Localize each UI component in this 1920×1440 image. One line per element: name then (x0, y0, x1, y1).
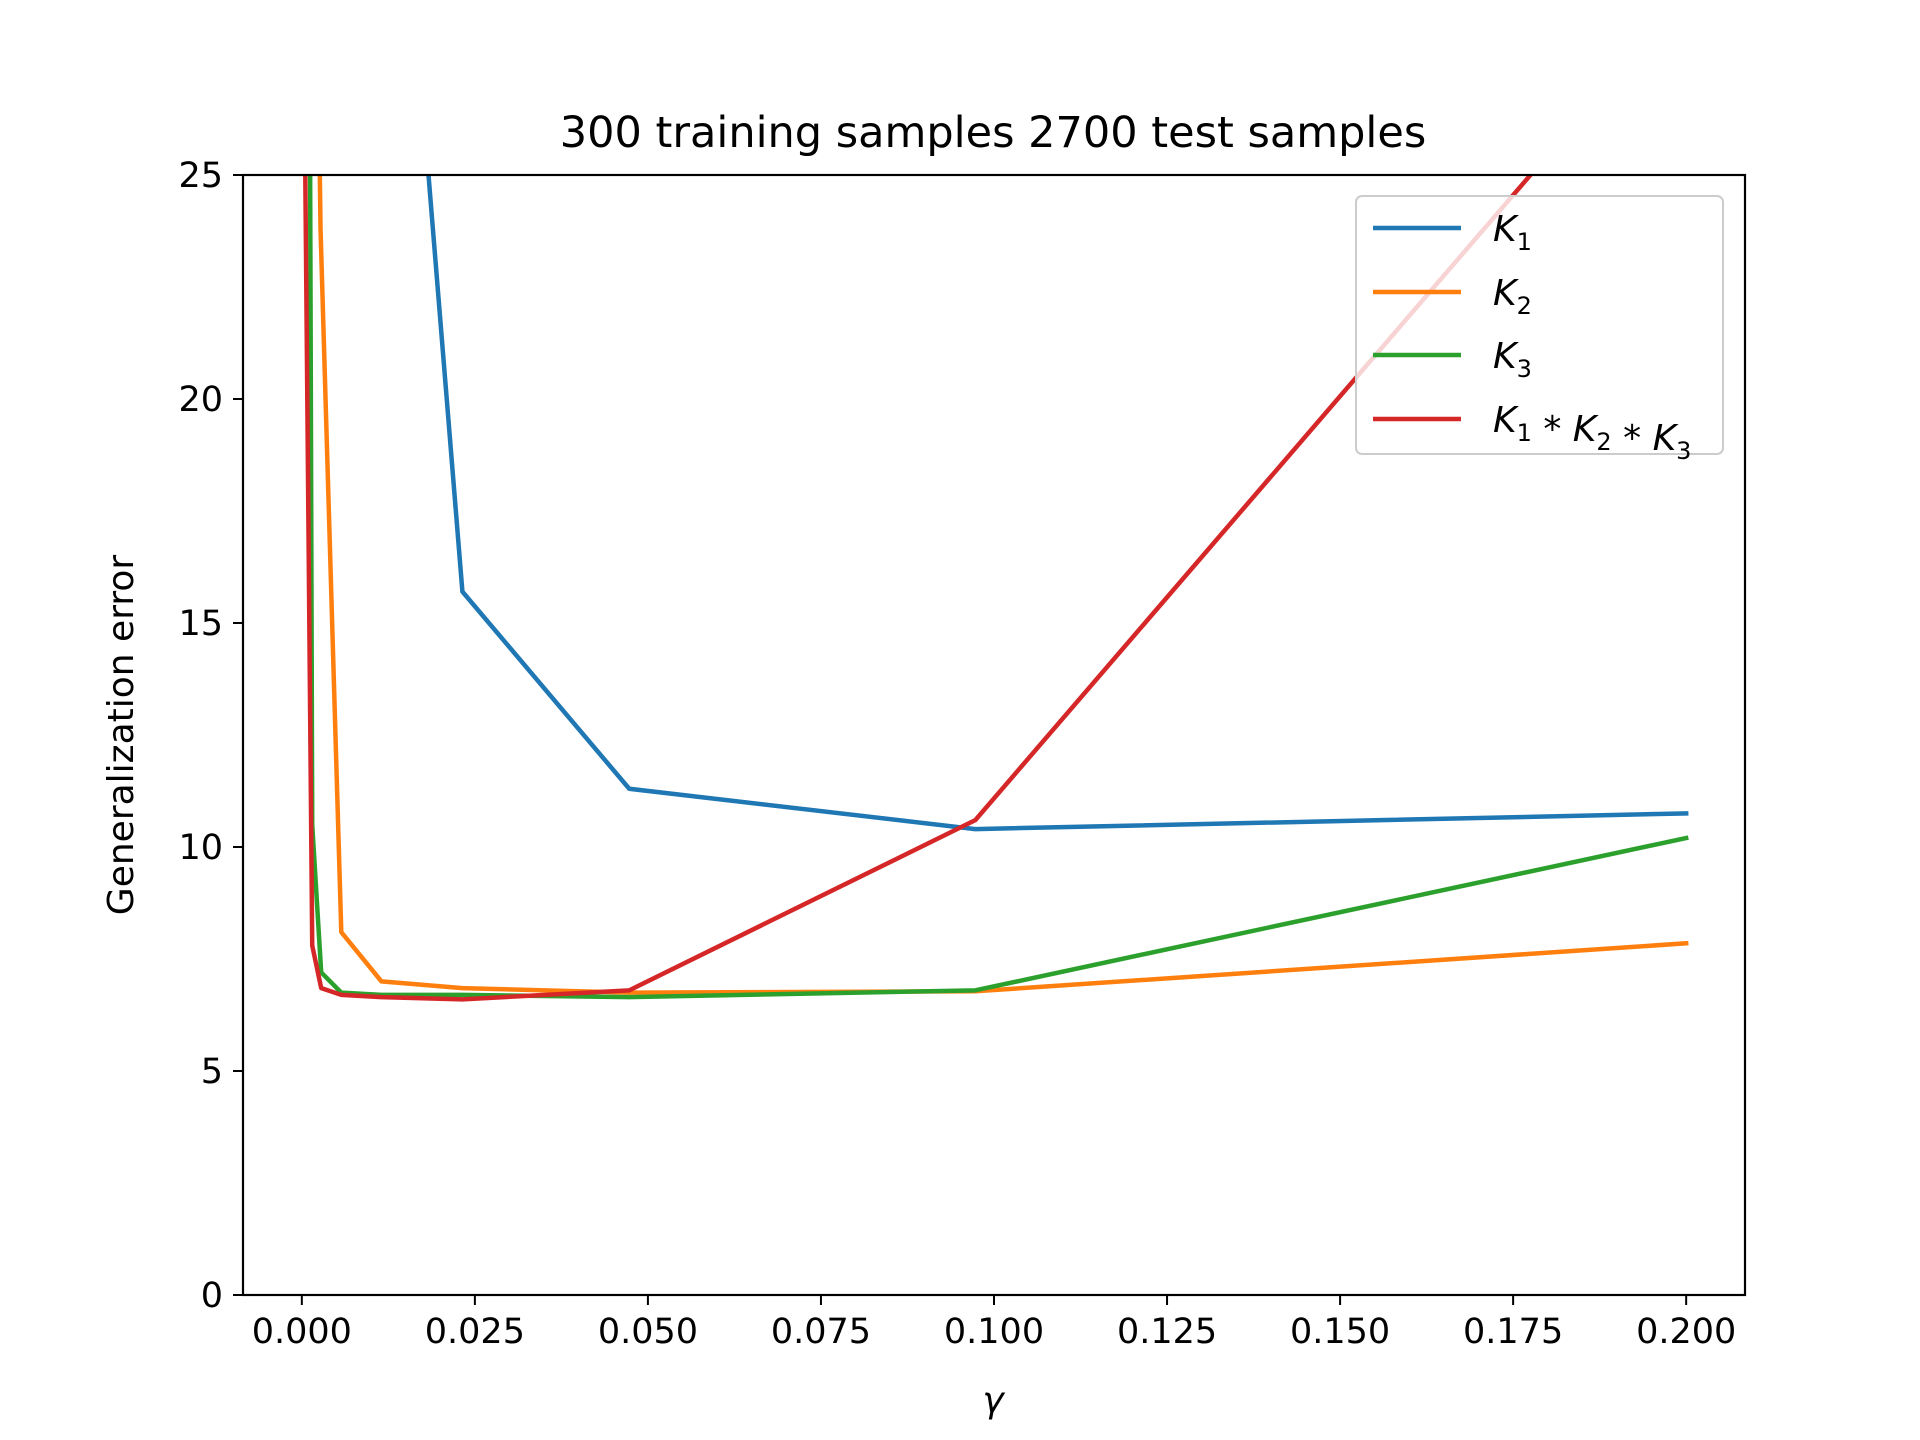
series-line-4 (303, 175, 1534, 1002)
legend: K1 K2 K3 K1 * K2 * K3 (1355, 195, 1724, 465)
y-axis-label: Generalization error (101, 555, 142, 916)
y-tick-label: 10 (178, 828, 223, 868)
x-tick-label: 0.100 (944, 1312, 1044, 1352)
y-tick-label: 0 (201, 1276, 223, 1316)
plot-area (303, 175, 1689, 1002)
legend-label-4: K1 * K2 * K3 (1493, 400, 1691, 465)
plot-frame (241, 173, 1747, 1297)
y-tick-label: 25 (178, 156, 223, 196)
legend-box (1355, 195, 1724, 455)
x-tick-label: 0.000 (252, 1312, 352, 1352)
x-tick-label: 0.175 (1463, 1312, 1563, 1352)
x-tick-label: 0.200 (1636, 1312, 1736, 1352)
x-axis: 0.000 0.025 0.050 0.075 0.100 0.125 0.150 0.175… (252, 1295, 1736, 1352)
y-tick-label: 5 (201, 1052, 223, 1092)
y-tick-label: 20 (178, 380, 223, 420)
legend-label-2: K2 (1493, 273, 1532, 320)
legend-label-1: K1 (1493, 209, 1532, 256)
series-line-1 (426, 175, 1689, 832)
legend-label-3: K3 (1493, 336, 1532, 383)
y-axis: 0 5 10 15 20 25 (178, 156, 243, 1316)
y-tick-label: 15 (178, 604, 223, 644)
x-tick-label: 0.125 (1117, 1312, 1217, 1352)
x-tick-label: 0.025 (425, 1312, 525, 1352)
x-tick-label: 0.050 (598, 1312, 698, 1352)
x-axis-label: γ (982, 1380, 1005, 1421)
x-tick-label: 0.075 (771, 1312, 871, 1352)
chart-title: 300 training samples 2700 test samples (560, 108, 1427, 158)
x-tick-label: 0.150 (1290, 1312, 1390, 1352)
